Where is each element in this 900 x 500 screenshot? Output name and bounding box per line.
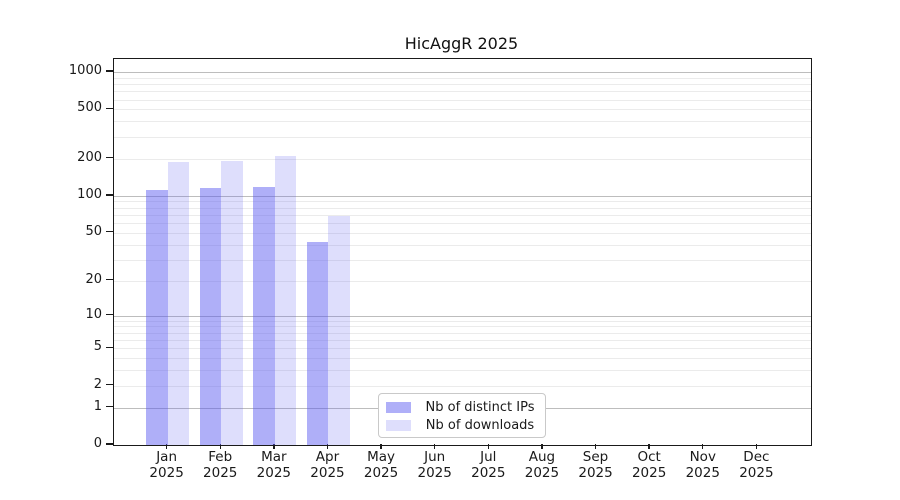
y-gridline-minor xyxy=(114,223,811,225)
y-axis-tick xyxy=(106,278,113,281)
bar-downloads xyxy=(221,160,243,445)
y-axis-tick xyxy=(106,156,113,159)
y-gridline-minor xyxy=(114,348,811,350)
y-gridline-minor xyxy=(114,214,811,216)
y-gridline-minor xyxy=(114,370,811,372)
y-tick-label: 500 xyxy=(77,100,102,116)
legend: Nb of distinct IPs Nb of downloads xyxy=(378,393,546,438)
y-gridline-minor xyxy=(114,99,811,101)
bar-downloads xyxy=(167,161,190,445)
x-tick-label: Oct 2025 xyxy=(631,449,667,481)
x-axis-tick xyxy=(594,444,597,449)
y-axis-tick xyxy=(106,383,113,386)
x-tick-label: Jun 2025 xyxy=(417,449,452,481)
y-gridline-minor xyxy=(114,332,811,334)
y-axis-tick xyxy=(106,194,113,196)
plot-area: Nb of distinct IPs Nb of downloads xyxy=(113,58,812,446)
y-tick-label: 5 xyxy=(93,339,102,355)
y-gridline-minor xyxy=(114,244,811,246)
chart-title: HicAggR 2025 xyxy=(404,34,519,53)
y-axis-tick xyxy=(106,70,113,72)
y-gridline-minor xyxy=(114,121,811,123)
x-axis-tick xyxy=(273,444,275,449)
y-axis-tick xyxy=(106,231,113,233)
x-axis-tick xyxy=(487,444,489,449)
y-gridline-minor xyxy=(114,109,811,111)
y-tick-label: 1 xyxy=(93,398,102,414)
x-axis-tick xyxy=(702,444,704,449)
x-axis-tick xyxy=(541,444,543,449)
y-axis-tick xyxy=(106,405,113,408)
y-gridline-minor xyxy=(114,358,811,360)
y-tick-label: 10 xyxy=(85,306,102,322)
y-tick-label: 100 xyxy=(77,186,102,202)
y-gridline-minor xyxy=(114,158,811,160)
x-axis-tick xyxy=(755,444,758,449)
legend-entry-downloads: Nb of downloads xyxy=(386,417,537,434)
y-gridline-minor xyxy=(114,232,811,234)
y-axis-tick xyxy=(106,313,113,316)
legend-swatch-distinct-ips xyxy=(386,402,411,413)
x-axis-tick xyxy=(380,444,382,449)
x-tick-label: Apr 2025 xyxy=(310,449,345,481)
y-gridline-minor xyxy=(114,320,811,322)
y-gridline-minor xyxy=(114,259,811,261)
y-gridline-minor xyxy=(114,136,811,138)
y-gridline-major xyxy=(114,195,811,197)
y-gridline-minor xyxy=(114,339,811,341)
y-gridline-major xyxy=(114,72,811,74)
x-tick-label: Jan 2025 xyxy=(149,449,184,481)
bar-distinct-ips xyxy=(253,187,275,445)
bar-distinct-ips xyxy=(199,188,222,445)
x-axis-tick xyxy=(165,444,168,449)
legend-label-distinct-ips: Nb of distinct IPs xyxy=(425,400,535,415)
y-tick-label: 50 xyxy=(85,223,102,239)
bar-downloads xyxy=(274,155,297,445)
y-gridline-minor xyxy=(114,91,811,93)
x-tick-label: Dec 2025 xyxy=(739,449,774,481)
y-tick-label: 20 xyxy=(85,271,102,287)
y-tick-label: 1000 xyxy=(68,63,102,79)
x-tick-label: Feb 2025 xyxy=(203,449,238,481)
y-tick-label: 200 xyxy=(77,149,102,165)
y-gridline-minor xyxy=(114,326,811,328)
legend-swatch-downloads xyxy=(386,420,411,431)
y-gridline-minor xyxy=(114,207,811,209)
x-tick-label: Nov 2025 xyxy=(685,449,720,481)
y-gridline-minor xyxy=(114,84,811,86)
x-tick-label: Sep 2025 xyxy=(578,449,613,481)
legend-label-downloads: Nb of downloads xyxy=(425,418,535,433)
bar-downloads xyxy=(328,215,350,445)
y-axis-tick xyxy=(106,346,113,348)
y-axis-tick xyxy=(106,443,113,445)
x-tick-label: Jul 2025 xyxy=(471,449,506,481)
x-axis-tick xyxy=(219,444,221,449)
y-axis-tick xyxy=(106,107,113,110)
bar-distinct-ips xyxy=(306,241,329,445)
y-gridline-minor xyxy=(114,385,811,387)
x-axis-tick xyxy=(433,444,436,449)
x-axis-tick xyxy=(648,444,650,449)
x-tick-label: Aug 2025 xyxy=(524,449,560,481)
y-gridline-minor xyxy=(114,280,811,282)
x-tick-label: Mar 2025 xyxy=(256,449,292,481)
y-gridline-minor xyxy=(114,77,811,79)
y-gridline-major xyxy=(114,315,811,317)
y-gridline-minor xyxy=(114,201,811,203)
y-tick-label: 2 xyxy=(93,376,102,392)
y-tick-label: 0 xyxy=(93,436,102,451)
x-tick-label: May 2025 xyxy=(363,449,399,481)
bar-distinct-ips xyxy=(146,189,168,445)
x-axis-tick xyxy=(326,444,329,449)
legend-entry-distinct-ips: Nb of distinct IPs xyxy=(386,399,537,416)
